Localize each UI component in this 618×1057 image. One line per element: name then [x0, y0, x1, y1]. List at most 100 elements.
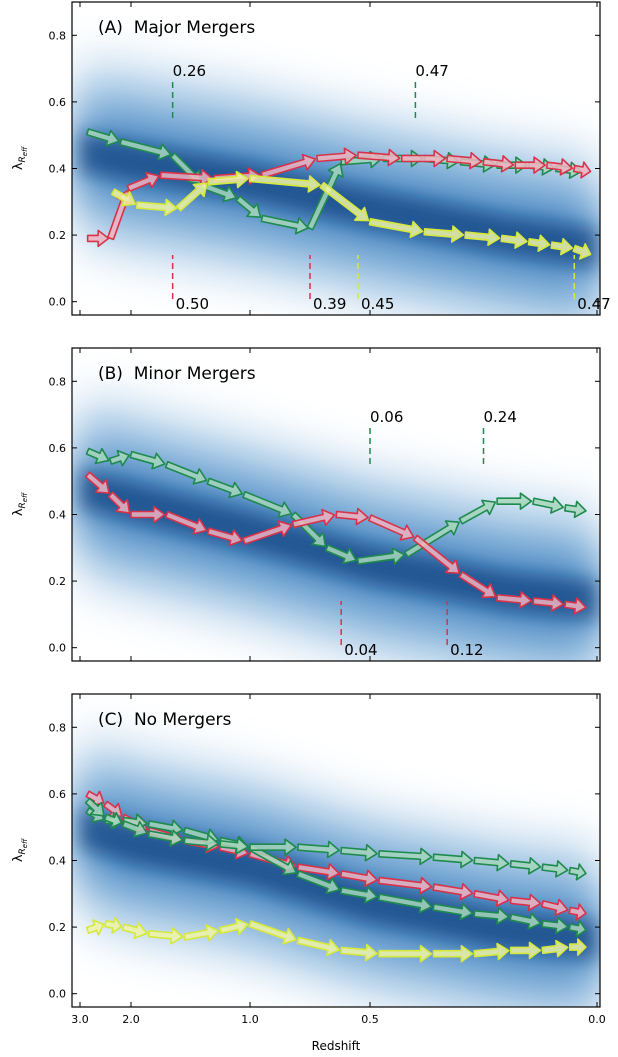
trajectory-arrow-green: [458, 499, 497, 525]
trajectory-arrow-red: [296, 863, 341, 881]
trajectory-arrow-red: [532, 594, 565, 612]
trajectory-arrow-yellow: [319, 181, 370, 222]
trajectory-arrow-yellow: [464, 228, 501, 246]
trajectory-arrow-red: [85, 790, 105, 807]
panel-label: (C) No Mergers: [98, 710, 232, 730]
trajectory-arrow-yellow: [85, 919, 105, 936]
trajectory-arrow-red: [164, 510, 208, 535]
trajectory-arrow-yellow: [550, 237, 574, 256]
trajectory-arrow-green: [532, 496, 565, 514]
annotation-label: 0.06: [370, 408, 403, 426]
trajectory-arrow-yellow: [218, 917, 249, 936]
axes-frame: [71, 693, 601, 1008]
trajectory-arrow-green: [306, 162, 344, 231]
trajectory-arrow-yellow: [527, 234, 551, 252]
trajectory-arrow-yellow: [110, 188, 137, 207]
trajectory-arrow-green: [432, 902, 474, 921]
trajectory-arrow-red: [86, 229, 110, 248]
trajectory-arrow-green: [147, 829, 184, 847]
x-tick-label: 3.0: [71, 1013, 89, 1026]
trajectory-arrow-red: [316, 147, 357, 166]
y-axis-label: λReff: [11, 146, 29, 170]
trajectory-arrow-green: [183, 833, 220, 852]
trajectory-arrow-yellow: [568, 938, 587, 956]
x-axis-label: Redshift: [312, 1039, 361, 1053]
trajectory-arrow-red: [541, 898, 569, 916]
trajectory-arrow-red: [130, 505, 166, 524]
trajectory-arrow-red: [400, 149, 446, 168]
y-tick-label: 0.8: [49, 29, 67, 42]
trajectory-arrow-green: [340, 843, 378, 862]
trajectory-arrow-yellow: [378, 944, 433, 963]
trajectory-arrow-green: [473, 907, 510, 925]
trajectory-arrow-green: [541, 916, 569, 935]
y-tick-label: 0.0: [49, 988, 67, 1001]
trajectory-arrow-yellow: [423, 225, 465, 243]
trajectory-arrow-red: [84, 471, 110, 494]
trajectory-arrow-green: [85, 447, 110, 465]
panel-1: 0.0 0.2 0.4 0.6 0.8 λReff (A) Major Mergers 0.2…: [11, 1, 611, 316]
trajectory-arrow-red: [377, 876, 433, 895]
trajectory-arrow-yellow: [572, 243, 592, 260]
y-tick-label: 0.6: [49, 96, 67, 109]
y-tick-label: 0.8: [49, 721, 67, 734]
trajectory-arrow-green: [85, 128, 120, 147]
y-axis-label: λReff: [11, 492, 29, 516]
trajectory-arrow-green: [509, 912, 542, 930]
trajectory-arrow-yellow: [368, 218, 424, 239]
trajectory-arrow-green: [242, 490, 293, 518]
trajectory-arrow-red: [514, 156, 546, 174]
trajectory-arrow-yellow: [500, 231, 528, 249]
x-tick-label: 0.0: [588, 1013, 606, 1026]
trajectory-arrow-green: [509, 857, 542, 875]
trajectory-arrow-red: [206, 527, 243, 547]
trajectory-arrow-green: [377, 893, 433, 914]
trajectory-arrow-yellow: [248, 174, 321, 193]
y-tick-label: 0.0: [49, 642, 67, 655]
trajectory-arrow-yellow: [207, 170, 249, 189]
trajectory-arrow-green: [568, 863, 587, 881]
trajectory-arrow-yellow: [248, 920, 297, 945]
y-tick-label: 0.2: [49, 575, 67, 588]
trajectory-arrow-green: [235, 195, 262, 218]
trajectory-arrow-yellow: [147, 927, 184, 945]
axes-frame: [71, 1, 601, 316]
trajectory-arrow-green: [129, 450, 166, 470]
annotation-label: 0.12: [450, 641, 483, 659]
trajectory-arrow-green: [108, 449, 130, 467]
trajectories: [85, 128, 592, 260]
trajectory-arrow-red: [335, 507, 369, 526]
trajectory-arrow-red: [126, 171, 160, 193]
trajectories: [84, 790, 587, 963]
x-tick-label: 2.0: [122, 1013, 140, 1026]
annotation-label: 0.26: [173, 62, 206, 80]
trajectory-arrow-red: [159, 168, 214, 187]
trajectory-arrow-green: [103, 811, 123, 829]
trajectory-arrow-green: [541, 860, 569, 878]
trajectory-arrow-yellow: [473, 942, 510, 961]
trajectory-arrow-green: [568, 919, 587, 938]
panel-2: 0.0 0.2 0.4 0.6 0.8 λReff (B) Minor Mergers 0.0…: [11, 347, 601, 662]
trajectory-arrow-green: [496, 492, 533, 510]
y-tick-label: 0.4: [49, 508, 67, 521]
trajectory-arrow-green: [296, 840, 341, 859]
trajectory-arrow-green: [339, 886, 378, 904]
trajectory-arrow-green: [378, 847, 433, 866]
density-background: [80, 727, 597, 1007]
trajectory-arrow-green: [219, 836, 249, 855]
trajectory-arrow-green: [84, 797, 105, 817]
trajectory-arrow-yellow: [509, 941, 542, 960]
trajectory-arrow-yellow: [135, 198, 178, 217]
trajectory-arrow-yellow: [432, 944, 474, 963]
y-tick-label: 0.4: [49, 162, 67, 175]
trajectory-arrow-green: [324, 544, 357, 565]
panel-3: 0.0 0.2 0.4 0.6 0.8 3.0 2.0 1.0 0.5 0.0 λReff (C) N…: [11, 693, 606, 1026]
annotation-label: 0.45: [361, 295, 394, 313]
y-tick-label: 0.2: [49, 921, 67, 934]
trajectory-arrow-yellow: [296, 936, 341, 957]
annotation-label: 0.47: [415, 62, 448, 80]
trajectory-arrow-red: [473, 889, 510, 907]
y-tick-label: 0.0: [49, 296, 67, 309]
trajectory-arrow-red: [412, 534, 461, 574]
